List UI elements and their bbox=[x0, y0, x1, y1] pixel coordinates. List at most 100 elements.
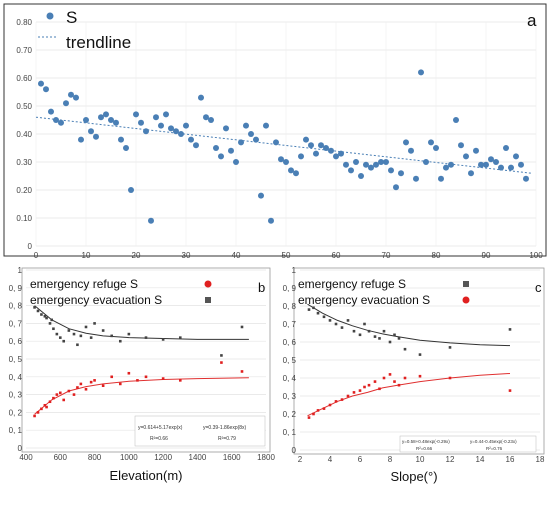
panel-b-refuge-fit bbox=[34, 377, 249, 415]
data-point-s bbox=[438, 175, 444, 182]
panel-a-trendline bbox=[35, 116, 532, 174]
refuge-point bbox=[43, 403, 47, 407]
y-tick-label: 0, 1 bbox=[283, 428, 297, 437]
data-point-s bbox=[288, 167, 294, 174]
x-tick-label: 40 bbox=[232, 251, 241, 260]
refuge-point bbox=[89, 380, 93, 384]
data-point-s bbox=[238, 139, 244, 146]
data-point-s bbox=[193, 142, 199, 149]
refuge-point bbox=[161, 377, 165, 380]
evacuation-point bbox=[79, 334, 83, 338]
data-point-s bbox=[313, 150, 319, 157]
evacuation-point bbox=[144, 336, 148, 339]
data-point-s bbox=[63, 100, 69, 107]
refuge-point bbox=[352, 329, 356, 333]
panel-c-r2-1: R²=0.66 bbox=[416, 446, 433, 451]
evacuation-point bbox=[397, 383, 401, 387]
data-point-s bbox=[343, 161, 349, 168]
data-point-s bbox=[308, 142, 314, 149]
panel-b-legend-refuge: emergency refuge S bbox=[30, 277, 138, 291]
x-tick-label: 10 bbox=[416, 455, 425, 464]
refuge-point bbox=[55, 393, 59, 396]
data-point-s bbox=[83, 117, 89, 123]
data-point-s bbox=[388, 167, 394, 174]
panel-c-label: c bbox=[535, 280, 542, 295]
y-tick-label: 0.20 bbox=[16, 186, 32, 195]
refuge-point bbox=[322, 315, 326, 319]
data-point-s bbox=[73, 94, 79, 101]
data-point-s bbox=[198, 94, 204, 101]
refuge-point bbox=[367, 329, 371, 333]
panel-b-x-ticks: 400 600 800 1000 1200 1400 1600 1800 bbox=[19, 453, 275, 462]
data-point-s bbox=[328, 147, 334, 154]
panel-c-r2-2: R²=0.76 bbox=[486, 446, 503, 451]
evacuation-point bbox=[373, 380, 377, 383]
refuge-point bbox=[307, 308, 311, 311]
refuge-point bbox=[48, 400, 52, 404]
evacuation-point bbox=[358, 389, 362, 392]
data-point-s bbox=[208, 117, 214, 123]
data-point-s bbox=[173, 128, 179, 135]
data-point-s bbox=[118, 136, 124, 143]
panel-b-label: b bbox=[258, 280, 265, 295]
evacuation-point bbox=[127, 332, 131, 336]
y-tick-label: 0.80 bbox=[16, 18, 32, 27]
y-tick-label: 0, 8 bbox=[283, 302, 297, 311]
data-point-s bbox=[263, 122, 269, 129]
panel-a-points bbox=[38, 69, 529, 224]
evacuation-point bbox=[93, 322, 96, 325]
refuge-point bbox=[84, 387, 88, 391]
legend-label-trendline: trendline bbox=[66, 33, 131, 52]
legend-label-s: S bbox=[66, 8, 77, 27]
data-point-s bbox=[393, 184, 399, 191]
evacuation-point bbox=[340, 398, 344, 401]
y-tick-label: 0, 2 bbox=[283, 410, 297, 419]
evacuation-point bbox=[84, 325, 88, 329]
y-tick-label: 0, 9 bbox=[283, 284, 297, 293]
panel-b-y-ticks: 0 0, 1 0, 2 0, 3 0, 4 0, 5 0, 6 0, 7 0, 8 0, 9 1 bbox=[9, 266, 23, 453]
y-tick-label: 0.60 bbox=[16, 74, 32, 83]
data-point-s bbox=[188, 136, 194, 143]
panel-c-x-ticks: 2 4 6 8 10 12 14 16 18 bbox=[298, 455, 545, 464]
data-point-s bbox=[513, 153, 519, 160]
x-tick-label: 90 bbox=[482, 251, 491, 260]
x-tick-label: 18 bbox=[536, 455, 545, 464]
refuge-point bbox=[346, 319, 350, 322]
x-tick-label: 10 bbox=[82, 251, 91, 260]
evacuation-point bbox=[322, 407, 326, 410]
evacuation-point bbox=[33, 306, 36, 309]
data-point-s bbox=[168, 125, 174, 132]
refuge-point bbox=[67, 389, 71, 393]
data-point-s bbox=[143, 128, 149, 135]
evacuation-point bbox=[48, 322, 52, 325]
evacuation-point bbox=[45, 316, 48, 320]
data-point-s bbox=[103, 111, 109, 118]
refuge-point bbox=[220, 361, 223, 364]
refuge-point bbox=[363, 322, 366, 326]
refuge-point bbox=[36, 411, 40, 414]
data-point-s bbox=[278, 156, 284, 163]
evacuation-point bbox=[58, 336, 62, 339]
x-tick-label: 100 bbox=[529, 251, 543, 260]
refuge-point bbox=[136, 379, 139, 382]
refuge-point bbox=[101, 384, 105, 387]
data-point-s bbox=[163, 111, 169, 118]
refuge-point bbox=[52, 396, 55, 400]
data-point-s bbox=[233, 159, 239, 165]
x-tick-label: 1000 bbox=[120, 453, 138, 462]
y-tick-label: 0, 3 bbox=[283, 392, 297, 401]
x-tick-label: 1600 bbox=[223, 453, 241, 462]
panel-a-gridlines bbox=[35, 21, 537, 247]
evacuation-point bbox=[67, 329, 71, 332]
y-tick-label: 0, 5 bbox=[283, 356, 297, 365]
evacuation-point bbox=[346, 394, 350, 398]
refuge-point bbox=[118, 382, 122, 386]
refuge-point bbox=[40, 407, 43, 411]
x-tick-label: 600 bbox=[54, 453, 68, 462]
panel-b-points bbox=[33, 306, 244, 418]
refuge-point bbox=[79, 382, 83, 386]
data-point-s bbox=[473, 147, 479, 154]
refuge-point bbox=[448, 346, 452, 349]
evacuation-point bbox=[76, 343, 79, 347]
data-point-s bbox=[303, 136, 309, 143]
